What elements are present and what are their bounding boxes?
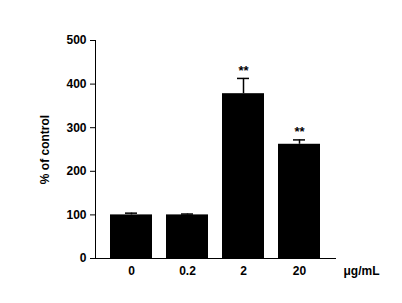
svg-text:0: 0 [128,264,135,278]
svg-text:300: 300 [66,121,86,135]
svg-text:% of control: % of control [38,115,52,184]
svg-text:20: 20 [293,264,307,278]
svg-text:0.2: 0.2 [179,264,196,278]
svg-text:100: 100 [66,208,86,222]
svg-text:**: ** [238,63,249,78]
svg-text:400: 400 [66,77,86,91]
svg-text:0: 0 [80,251,87,265]
svg-text:2: 2 [240,264,247,278]
svg-text:200: 200 [66,164,86,178]
svg-text:μg/mL: μg/mL [344,264,380,278]
svg-text:**: ** [294,124,305,139]
svg-text:500: 500 [66,33,86,47]
